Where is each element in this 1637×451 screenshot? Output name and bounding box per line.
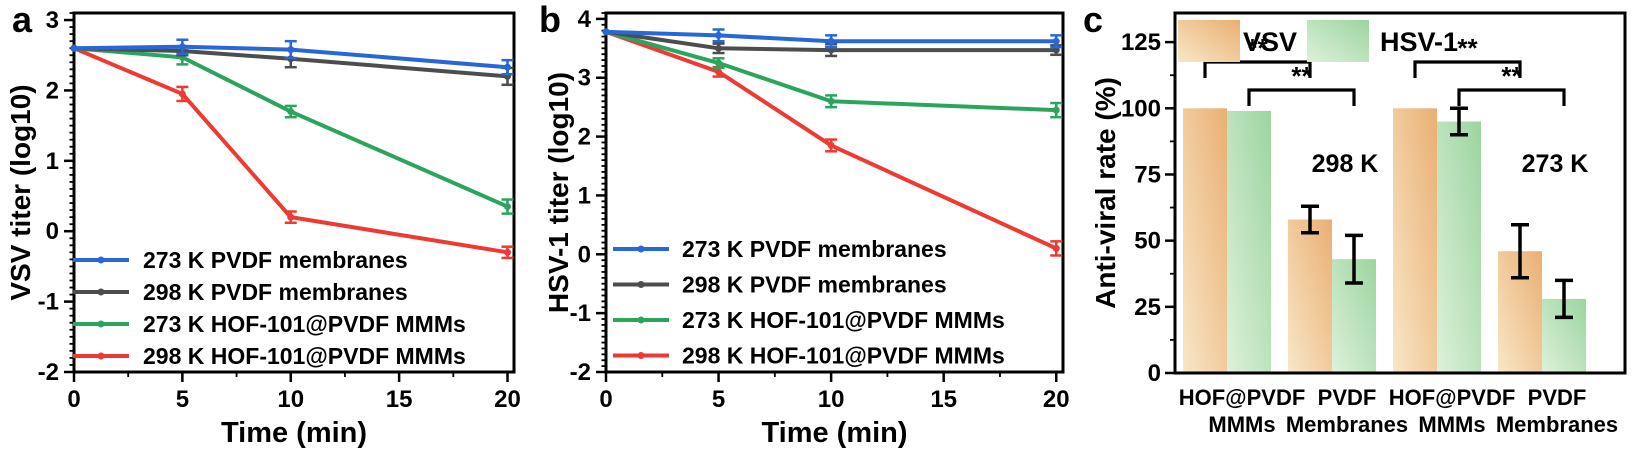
panel-c-label: c (1083, 0, 1104, 40)
svg-text:**: ** (1457, 33, 1478, 63)
svg-text:75: 75 (1134, 161, 1161, 188)
svg-text:0: 0 (578, 241, 591, 268)
svg-text:-1: -1 (38, 289, 59, 316)
svg-text:15: 15 (930, 386, 957, 413)
svg-text:20: 20 (1043, 386, 1070, 413)
svg-text:**: ** (1501, 61, 1522, 91)
antiviral-rate-bar-chart: 0 25 50 75 100 125 ** ** ** ** 298 K 273 K VSV HSV-1 H… (1090, 11, 1627, 437)
svg-text:Anti-viral rate (%): Anti-viral rate (%) (1090, 77, 1121, 309)
panel-a: a -2 -1 0 1 2 3 0 5 10 15 20 273 K PVDF membranes 29… (0, 0, 530, 451)
svg-text:4: 4 (578, 6, 592, 33)
svg-text:Time (min): Time (min) (761, 417, 907, 449)
svg-text:0: 0 (599, 386, 612, 413)
svg-text:100: 100 (1121, 95, 1161, 122)
svg-text:1: 1 (46, 148, 59, 175)
svg-text:HOF@PVDF: HOF@PVDF (1179, 385, 1306, 410)
svg-text:298 K PVDF membranes: 298 K PVDF membranes (682, 272, 947, 298)
svg-text:MMMs: MMMs (1208, 412, 1275, 437)
svg-text:273 K PVDF membranes: 273 K PVDF membranes (143, 247, 408, 273)
svg-text:5: 5 (712, 386, 725, 413)
svg-text:0: 0 (46, 218, 59, 245)
svg-text:VSV titer (log10): VSV titer (log10) (5, 84, 36, 300)
svg-text:HOF@PVDF: HOF@PVDF (1389, 385, 1516, 410)
svg-text:0: 0 (1148, 360, 1161, 387)
svg-text:125: 125 (1121, 29, 1161, 56)
panel-b-label: b (539, 0, 561, 40)
svg-text:-2: -2 (38, 359, 59, 386)
svg-text:VSV: VSV (1243, 27, 1297, 57)
svg-text:298 K: 298 K (1312, 150, 1379, 178)
svg-text:298 K HOF-101@PVDF MMMs: 298 K HOF-101@PVDF MMMs (682, 343, 1005, 369)
panel-b: b -2 -1 0 1 2 3 4 0 5 10 15 20 273 K PVDF membranes 2… (530, 0, 1075, 451)
svg-text:Time (min): Time (min) (221, 417, 367, 449)
svg-text:**: ** (1291, 61, 1312, 91)
svg-text:298 K HOF-101@PVDF MMMs: 298 K HOF-101@PVDF MMMs (143, 343, 466, 369)
vsv-titer-line-chart: -2 -1 0 1 2 3 0 5 10 15 20 273 K PVDF membranes 298 … (5, 7, 521, 449)
svg-text:Membranes: Membranes (1286, 412, 1408, 437)
svg-text:10: 10 (277, 386, 304, 413)
svg-text:50: 50 (1134, 228, 1161, 255)
svg-text:MMMs: MMMs (1418, 412, 1485, 437)
panel-c: c 0 25 50 75 100 125 ** ** ** ** 298 K 273 K VSV HSV-… (1075, 0, 1637, 451)
svg-text:3: 3 (578, 65, 591, 92)
svg-text:PVDF: PVDF (1528, 385, 1587, 410)
svg-text:273 K HOF-101@PVDF MMMs: 273 K HOF-101@PVDF MMMs (682, 307, 1005, 333)
svg-text:3: 3 (46, 7, 59, 34)
svg-text:2: 2 (46, 77, 59, 104)
svg-text:-2: -2 (570, 359, 591, 386)
svg-text:-1: -1 (570, 300, 591, 327)
svg-text:HSV-1: HSV-1 (1380, 27, 1458, 57)
svg-text:10: 10 (818, 386, 845, 413)
svg-text:1: 1 (578, 182, 591, 209)
svg-text:0: 0 (67, 386, 80, 413)
svg-text:Membranes: Membranes (1496, 412, 1618, 437)
svg-text:273 K: 273 K (1522, 150, 1589, 178)
svg-text:**: ** (1247, 33, 1268, 63)
svg-text:PVDF: PVDF (1318, 385, 1377, 410)
svg-text:15: 15 (386, 386, 413, 413)
svg-text:25: 25 (1134, 294, 1161, 321)
svg-text:298 K PVDF membranes: 298 K PVDF membranes (143, 279, 408, 305)
svg-text:2: 2 (578, 124, 591, 151)
svg-text:273 K PVDF membranes: 273 K PVDF membranes (682, 236, 947, 262)
panel-a-label: a (12, 0, 33, 40)
hsv1-titer-line-chart: -2 -1 0 1 2 3 4 0 5 10 15 20 273 K PVDF membranes 298… (543, 6, 1070, 449)
svg-text:20: 20 (494, 386, 521, 413)
svg-text:HSV-1 titer (log10): HSV-1 titer (log10) (543, 72, 574, 313)
svg-text:273 K HOF-101@PVDF MMMs: 273 K HOF-101@PVDF MMMs (143, 311, 466, 337)
svg-text:5: 5 (176, 386, 189, 413)
